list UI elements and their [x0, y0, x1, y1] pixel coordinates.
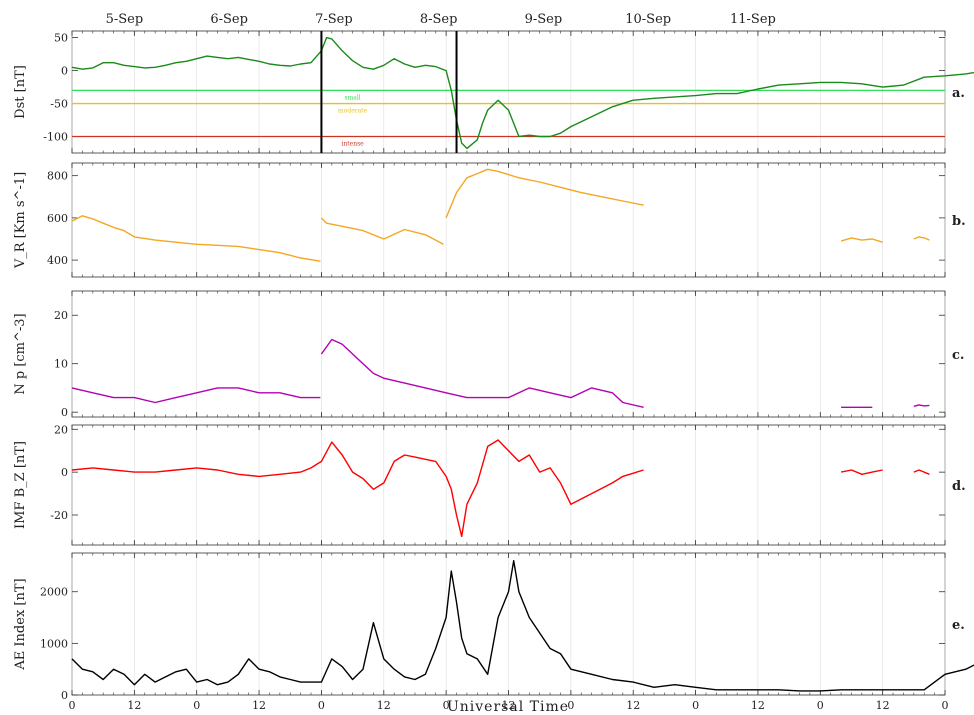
panel-ae-index: 0 1000 2000 AE Index [nT] e.: [13, 552, 974, 702]
data-series-segment: [71, 387, 321, 404]
y-tick-label: 20: [54, 423, 68, 436]
y-tick-label: 0: [61, 466, 68, 479]
y-axis-label: V_R [Km s^-1]: [13, 172, 28, 269]
panel-letter: a.: [952, 86, 965, 101]
threshold-label-small: small: [345, 94, 361, 101]
x-tick-label: 0: [193, 699, 200, 712]
x-tick-label: 0: [69, 699, 76, 712]
data-series-segment: [71, 560, 974, 692]
panel-solar-wind-speed: 400 600 800 V_R [Km s^-1] b.: [13, 162, 966, 278]
x-tick-label: 12: [127, 699, 141, 712]
date-label: 7-Sep: [315, 12, 353, 27]
panel-letter: b.: [952, 214, 966, 229]
data-series-segment: [913, 236, 930, 241]
y-tick-label: 800: [47, 170, 68, 183]
data-series-segment: [913, 404, 930, 407]
data-series-segment: [320, 338, 644, 408]
y-tick-label: -20: [50, 509, 68, 522]
date-labels: 5-Sep 6-Sep 7-Sep 8-Sep 9-Sep 10-Sep 11-Sep: [106, 12, 776, 27]
data-series-segment: [71, 36, 974, 150]
x-tick-label: 0: [567, 699, 574, 712]
x-tick-label: 12: [876, 699, 890, 712]
data-series-segment: [320, 217, 444, 245]
data-series-segment: [445, 168, 644, 219]
data-series-segment: [840, 237, 883, 243]
x-tick-label: 0: [942, 699, 949, 712]
x-axis-label: Universal Time: [447, 699, 569, 715]
date-label: 6-Sep: [210, 12, 248, 27]
data-series-segment: [71, 439, 644, 538]
y-axis-label: IMF B_Z [nT]: [13, 441, 28, 529]
data-series-segment: [840, 469, 883, 475]
y-tick-label: -100: [43, 131, 68, 144]
y-tick-label: 1000: [40, 637, 68, 650]
x-tick-label: 12: [377, 699, 391, 712]
date-label: 8-Sep: [420, 12, 458, 27]
panel-letter: d.: [952, 479, 966, 494]
date-label: 11-Sep: [730, 12, 776, 27]
y-tick-label: 10: [54, 358, 68, 371]
x-axis-tick-labels: 0 12 0 12 0 12 0 12 0 12 0 12 0 12 0: [69, 699, 949, 712]
y-axis-label: Dst [nT]: [13, 65, 28, 119]
threshold-label-intense: intense: [341, 141, 364, 148]
panel-proton-density: 0 10 20 N p [cm^-3] c.: [13, 290, 964, 419]
y-tick-label: 50: [54, 32, 68, 45]
data-series-segment: [71, 215, 321, 262]
y-tick-label: 600: [47, 212, 68, 225]
y-tick-label: 2000: [40, 586, 68, 599]
x-tick-label: 0: [692, 699, 699, 712]
x-tick-label: 0: [443, 699, 450, 712]
data-series-segment: [913, 469, 930, 475]
y-tick-label: 0: [61, 65, 68, 78]
y-tick-label: 0: [61, 689, 68, 702]
x-tick-label: 12: [626, 699, 640, 712]
y-axis-label: N p [cm^-3]: [13, 313, 28, 394]
x-tick-label: 0: [318, 699, 325, 712]
y-tick-label: 20: [54, 309, 68, 322]
y-tick-label: -50: [50, 98, 68, 111]
x-tick-label: 12: [751, 699, 765, 712]
date-label: 9-Sep: [525, 12, 563, 27]
date-label: 10-Sep: [625, 12, 671, 27]
y-tick-label: 400: [47, 254, 68, 267]
panel-imf-bz: 20 0 -20 IMF B_Z [nT] d.: [13, 423, 966, 546]
x-tick-label: 12: [502, 699, 516, 712]
y-tick-label: 0: [61, 406, 68, 419]
x-tick-label: 0: [817, 699, 824, 712]
panel-letter: e.: [952, 618, 965, 633]
date-label: 5-Sep: [106, 12, 144, 27]
x-tick-label: 12: [252, 699, 266, 712]
panel-dst: 50 0 -50 -100 small moderate intense Dst [nT] a.: [13, 30, 974, 154]
panel-letter: c.: [952, 348, 964, 363]
threshold-label-moderate: moderate: [338, 108, 368, 115]
y-axis-label: AE Index [nT]: [13, 578, 28, 670]
